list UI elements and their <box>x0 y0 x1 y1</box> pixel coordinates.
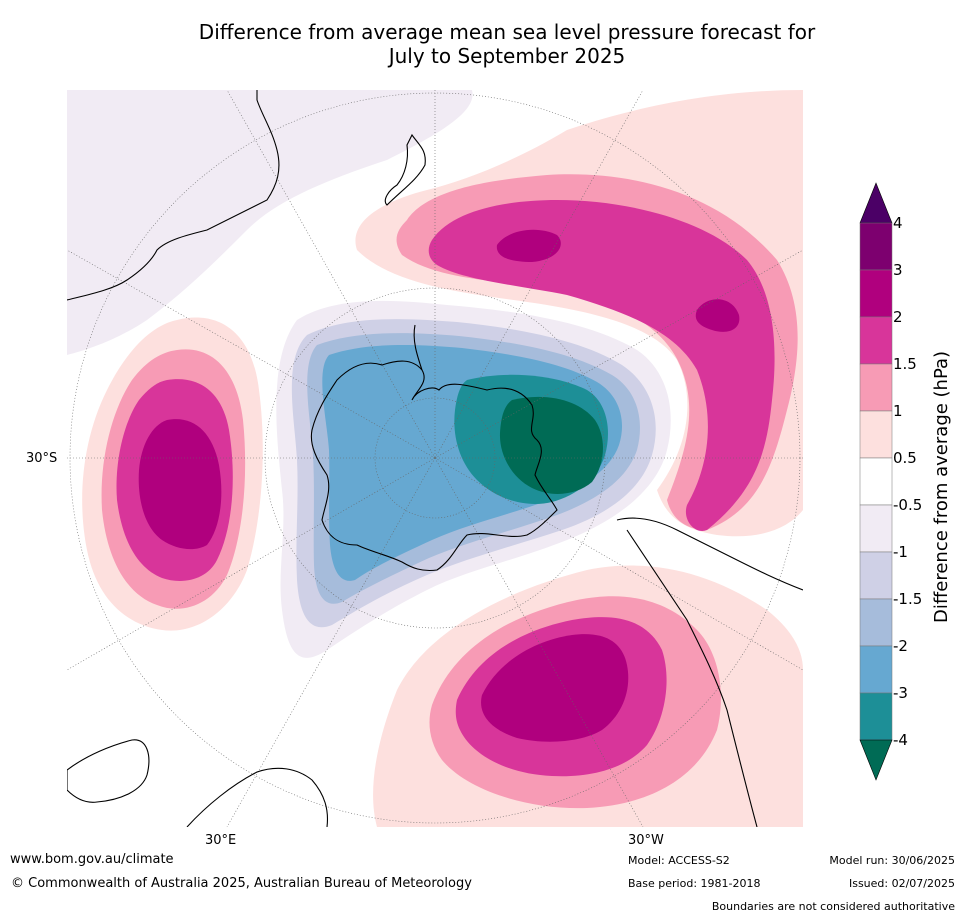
contour-pos-2-top-right-b <box>695 299 740 332</box>
title-line-1: Difference from average mean sea level p… <box>198 20 816 44</box>
contour-neg-0.5-upper-left <box>67 90 473 355</box>
australia-coast <box>67 90 280 301</box>
antarctic-peninsula <box>413 324 423 371</box>
colorbar-swatch-0.5to1 <box>859 410 893 459</box>
colorbar-swatch-1to1.5 <box>859 363 893 412</box>
colorbar-swatch--1.5to-1 <box>859 551 893 600</box>
title-line-2: July to September 2025 <box>388 44 626 68</box>
colorbar-swatch-3to4 <box>859 222 893 271</box>
colorbar-tick-label: 3 <box>893 261 903 279</box>
south-america-coast <box>616 517 803 591</box>
contour-neg-4-center <box>499 396 603 494</box>
colorbar-swatch-1.5to2 <box>859 316 893 365</box>
copyright-text: © Commonwealth of Australia 2025, Austra… <box>11 876 472 891</box>
colorbar-tick-label: -0.5 <box>893 496 923 514</box>
base-period: Base period: 1981-2018 <box>628 877 761 890</box>
colorbar-tick-label: -3 <box>893 684 908 702</box>
colorbar-tick-label: 1.5 <box>893 355 917 373</box>
colorbar-tick-label: 1 <box>893 402 903 420</box>
graticule <box>67 90 803 827</box>
model-run: Model run: 30/06/2025 <box>829 854 955 867</box>
colorbar-swatch--1to-0.5 <box>859 504 893 553</box>
colorbar-tick-label: 2 <box>893 308 903 326</box>
contour-pos-2-bottom <box>481 634 629 742</box>
africa-coast-2 <box>186 767 329 827</box>
map-title: Difference from average mean sea level p… <box>0 20 965 68</box>
model-name: Model: ACCESS-S2 <box>628 854 730 867</box>
colorbar <box>859 182 893 781</box>
colorbar-swatch-2to3 <box>859 269 893 318</box>
pressure-anomaly-map <box>67 90 803 827</box>
colorbar-swatch-neutral <box>859 457 893 506</box>
antarctica-coast <box>310 360 558 572</box>
south-america-coast-2 <box>626 529 758 827</box>
colorbar-tick-label: 4 <box>893 214 903 232</box>
new-zealand-coast <box>384 133 426 206</box>
colorbar-swatch--3to-2 <box>859 645 893 694</box>
africa-coast <box>67 739 150 803</box>
colorbar-axis-label: Difference from average (hPa) <box>931 350 952 623</box>
lon-label-30e: 30°E <box>205 833 237 848</box>
website-link[interactable]: www.bom.gov.au/climate <box>10 852 174 867</box>
contour-pos-2-top-right-a <box>496 229 561 262</box>
colorbar-extend-max <box>859 182 893 224</box>
lon-label-30w: 30°W <box>628 833 664 848</box>
colorbar-swatch--4to-3 <box>859 692 893 741</box>
lat-label-30s: 30°S <box>26 451 58 466</box>
colorbar-tick-label: -2 <box>893 637 908 655</box>
colorbar-extend-min <box>859 739 893 781</box>
colorbar-tick-label: -1 <box>893 543 908 561</box>
issued-date: Issued: 02/07/2025 <box>848 877 955 890</box>
colorbar-tick-label: -4 <box>893 731 908 749</box>
boundaries-disclaimer: Boundaries are not considered authoritat… <box>711 900 955 913</box>
colorbar-tick-label: -1.5 <box>893 590 923 608</box>
colorbar-swatch--2to-1.5 <box>859 598 893 647</box>
contour-pos-2-left <box>138 419 222 550</box>
contour-pos-1.5-top-right <box>428 200 775 531</box>
colorbar-tick-label: 0.5 <box>893 449 917 467</box>
coastlines <box>67 90 803 827</box>
